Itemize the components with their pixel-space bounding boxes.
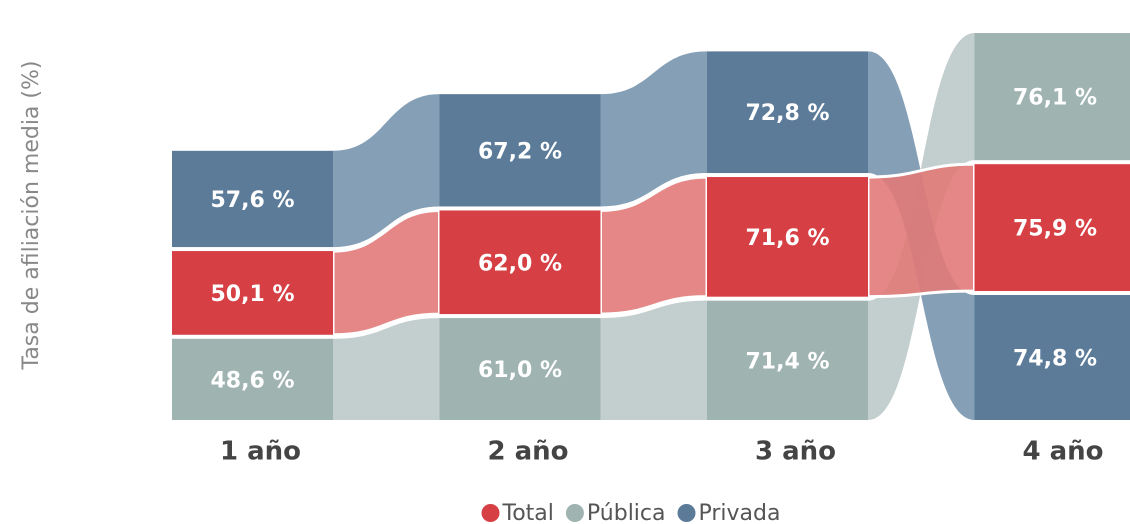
ribbon (866, 162, 976, 299)
segment (707, 51, 868, 174)
ribbon (333, 318, 440, 420)
x-tick-label: 1 año (220, 437, 301, 467)
x-tick-label: 4 año (1022, 437, 1103, 467)
segment (439, 210, 601, 315)
legend-label: Total (502, 501, 554, 524)
data-label: 62,0 % (478, 251, 562, 276)
ribbon (333, 94, 440, 248)
segment (707, 300, 868, 420)
segment (172, 150, 333, 248)
legend-label: Privada (699, 501, 781, 524)
ribbon (600, 51, 707, 207)
x-tick-label: 2 año (487, 437, 568, 467)
columns: 50,1 % 48,6 % 57,6 % 62,0 % 61,0 % 67,2 % 71,6… (172, 33, 1130, 420)
x-tick-label: 3 año (755, 437, 836, 467)
data-label: 61,0 % (478, 358, 562, 383)
ribbon (600, 300, 707, 420)
segment (707, 177, 868, 297)
legend-marker (565, 504, 584, 522)
segment (439, 94, 601, 207)
data-label: 50,1 % (211, 282, 295, 307)
y-axis-label: Tasa de afiliación media (%) (19, 61, 44, 371)
segment (172, 251, 333, 335)
data-label: 75,9 % (1013, 217, 1097, 242)
data-label: 72,8 % (746, 101, 830, 126)
data-label: 71,4 % (746, 349, 830, 374)
ribbons (331, 33, 976, 420)
legend-marker (677, 504, 696, 522)
segment (974, 295, 1130, 420)
data-label: 74,8 % (1013, 347, 1097, 372)
data-label: 57,6 % (211, 188, 295, 213)
legend: Total Pública Privada (481, 501, 781, 524)
data-label: 48,6 % (211, 368, 295, 393)
segment (172, 338, 333, 420)
segment (974, 164, 1130, 292)
legend-label: Pública (587, 501, 666, 524)
segment (974, 33, 1130, 161)
data-label: 67,2 % (478, 139, 562, 164)
segment (439, 318, 601, 420)
legend-marker (481, 504, 500, 522)
data-label: 71,6 % (746, 226, 830, 251)
data-label: 76,1 % (1013, 86, 1097, 111)
